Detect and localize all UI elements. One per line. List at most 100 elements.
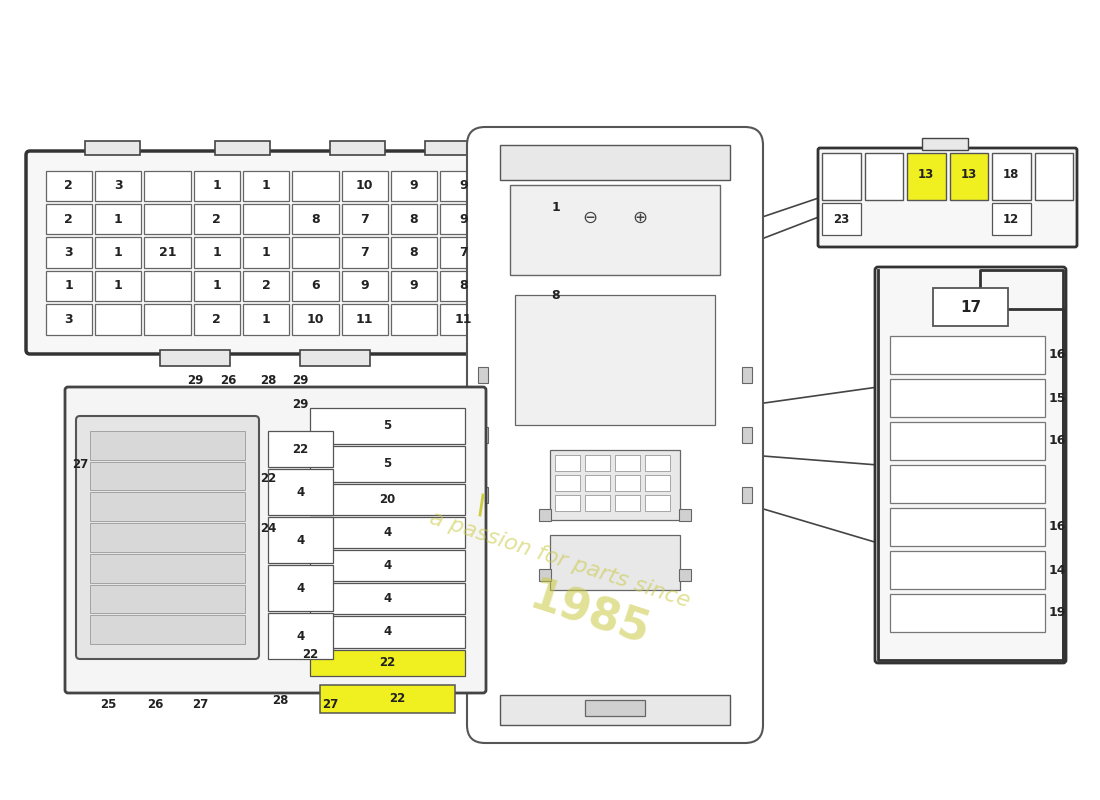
Text: 18: 18 — [1003, 168, 1020, 182]
Bar — [615, 455, 640, 471]
Text: 26: 26 — [146, 698, 163, 711]
Bar — [585, 475, 611, 491]
Text: 19: 19 — [1048, 606, 1066, 619]
Text: 4: 4 — [384, 526, 392, 539]
Text: 10: 10 — [356, 179, 373, 192]
Bar — [243, 270, 289, 301]
Circle shape — [473, 685, 493, 705]
Text: 27: 27 — [322, 698, 338, 711]
Text: 4: 4 — [296, 582, 305, 594]
Bar — [679, 569, 691, 581]
Bar — [95, 238, 141, 268]
Text: 9: 9 — [361, 279, 368, 292]
Bar — [515, 295, 715, 425]
Bar — [160, 350, 230, 366]
Text: 1: 1 — [113, 279, 122, 292]
Bar — [538, 165, 574, 340]
Text: 7: 7 — [361, 213, 368, 226]
Circle shape — [566, 558, 583, 574]
Bar — [585, 700, 645, 716]
Text: 2: 2 — [64, 179, 73, 192]
Bar — [440, 238, 486, 268]
Bar — [320, 685, 455, 713]
Bar — [890, 422, 1045, 460]
Bar — [440, 204, 486, 234]
Text: a passion for parts since: a passion for parts since — [427, 508, 693, 612]
Bar — [144, 238, 190, 268]
Bar — [890, 336, 1045, 374]
Bar — [440, 304, 486, 334]
Text: 29: 29 — [187, 374, 204, 386]
Bar — [539, 569, 551, 581]
Text: ⊖: ⊖ — [582, 209, 597, 227]
Bar — [330, 141, 385, 155]
Bar — [585, 455, 611, 471]
Bar — [992, 203, 1031, 235]
Text: 13: 13 — [918, 168, 934, 182]
Text: 16: 16 — [1048, 521, 1066, 534]
Bar — [268, 613, 333, 659]
Text: 21: 21 — [158, 246, 176, 259]
Text: 1: 1 — [113, 213, 122, 226]
Text: 1: 1 — [551, 201, 560, 214]
Bar — [310, 517, 465, 548]
Bar — [550, 535, 680, 590]
Bar — [341, 304, 388, 334]
Text: 11: 11 — [454, 313, 472, 326]
FancyBboxPatch shape — [874, 267, 1066, 663]
Bar — [510, 185, 720, 275]
Bar — [390, 270, 437, 301]
Text: 25: 25 — [100, 698, 117, 711]
Bar — [742, 367, 752, 383]
Text: 27: 27 — [72, 458, 88, 471]
Bar — [440, 170, 486, 201]
Text: 16: 16 — [1048, 434, 1066, 447]
Bar — [341, 204, 388, 234]
Bar — [95, 170, 141, 201]
Bar — [933, 288, 1008, 326]
Bar — [922, 138, 968, 150]
Text: ⊕: ⊕ — [632, 209, 648, 227]
Bar — [908, 153, 946, 200]
Bar — [310, 408, 465, 444]
Text: 7: 7 — [361, 246, 368, 259]
Text: 3: 3 — [65, 246, 73, 259]
Bar — [90, 585, 245, 614]
Bar — [310, 446, 465, 482]
Bar — [90, 462, 245, 490]
Text: 17: 17 — [960, 299, 981, 314]
Bar — [90, 493, 245, 521]
Bar — [310, 484, 465, 515]
Circle shape — [595, 542, 610, 558]
Text: 7: 7 — [459, 246, 468, 259]
Text: 2: 2 — [64, 213, 73, 226]
Bar — [194, 204, 240, 234]
Text: 1: 1 — [113, 246, 122, 259]
Circle shape — [623, 542, 639, 558]
Text: 4: 4 — [296, 486, 305, 498]
Text: 8: 8 — [459, 279, 468, 292]
Bar — [243, 304, 289, 334]
Text: 14: 14 — [1048, 563, 1066, 577]
Circle shape — [623, 558, 639, 574]
Bar — [144, 304, 190, 334]
Text: 3: 3 — [113, 179, 122, 192]
Bar — [542, 262, 564, 330]
Bar — [390, 304, 437, 334]
Bar — [615, 475, 640, 491]
Circle shape — [566, 574, 583, 590]
Bar — [645, 455, 670, 471]
Text: 3: 3 — [65, 313, 73, 326]
Text: 1985: 1985 — [525, 575, 656, 654]
Bar — [1034, 153, 1072, 200]
Bar — [542, 174, 564, 242]
Bar — [300, 350, 370, 366]
Bar — [556, 455, 580, 471]
Bar — [556, 495, 580, 511]
Bar — [45, 238, 91, 268]
Text: 22: 22 — [260, 471, 276, 485]
Bar — [550, 450, 680, 520]
Text: 5: 5 — [384, 458, 392, 470]
Text: 22: 22 — [389, 693, 406, 706]
Bar — [742, 487, 752, 503]
